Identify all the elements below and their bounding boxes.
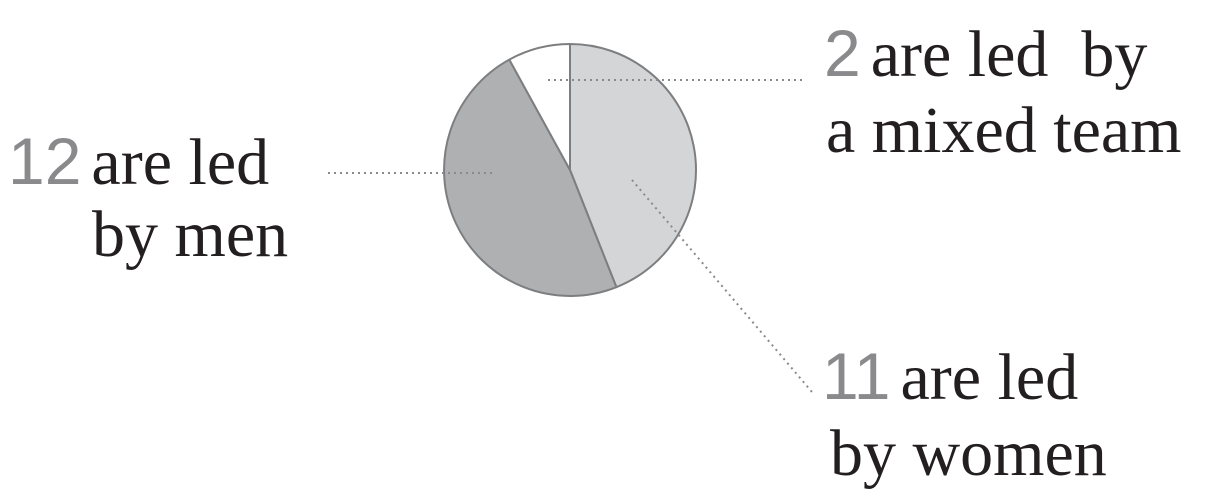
label-women-line1: 11 are led bbox=[822, 343, 1107, 411]
label-mixed-text1: are led by bbox=[870, 18, 1148, 91]
label-men: 12 are led by men bbox=[8, 128, 288, 268]
label-men-value: 12 bbox=[8, 124, 82, 198]
label-mixed: 2 are led by a mixed team bbox=[824, 20, 1182, 164]
pie-slices bbox=[443, 43, 697, 297]
label-men-line1: 12 are led bbox=[8, 128, 288, 196]
label-women: 11 are led by women bbox=[822, 343, 1107, 487]
leader-lines bbox=[328, 79, 813, 393]
label-men-text1: are led bbox=[91, 126, 270, 199]
label-mixed-value: 2 bbox=[824, 16, 861, 90]
label-mixed-line1: 2 are led by bbox=[824, 20, 1182, 88]
label-women-text2: by women bbox=[830, 417, 1107, 490]
pie-slice-men bbox=[443, 58, 618, 297]
leader-line-women bbox=[631, 179, 813, 393]
pie-slice-women bbox=[569, 43, 697, 289]
label-men-text2: by men bbox=[92, 198, 289, 271]
label-women-value: 11 bbox=[822, 339, 891, 413]
label-mixed-text2: a mixed team bbox=[826, 94, 1182, 167]
pie-slice-mixed-team bbox=[508, 43, 571, 171]
label-women-text1: are led bbox=[900, 341, 1079, 414]
